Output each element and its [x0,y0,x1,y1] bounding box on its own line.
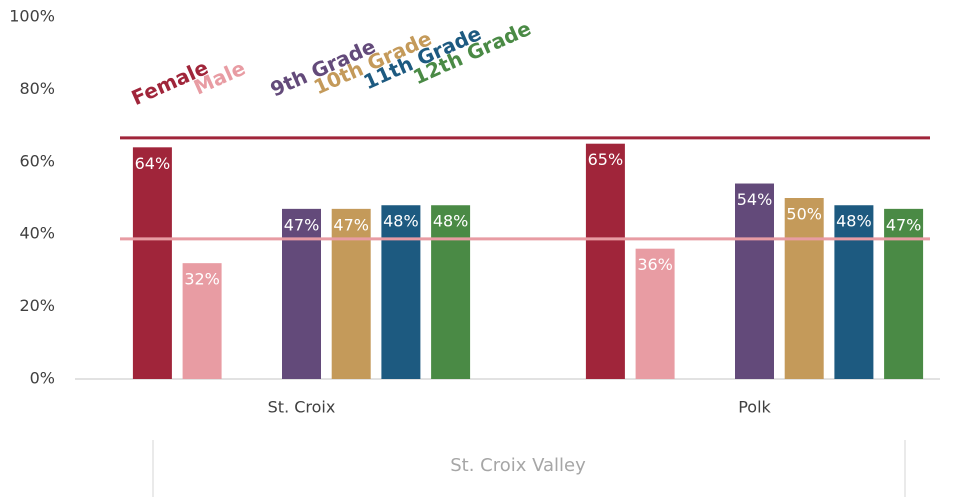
bar [834,205,874,379]
value-label: 32% [184,270,220,289]
value-label: 54% [737,190,773,209]
bar [331,208,371,379]
bar [585,143,625,379]
bar [132,147,172,379]
value-label: 47% [284,215,320,234]
bar [431,205,471,379]
group-bracket [152,440,906,497]
y-tick-label: 20% [19,296,55,315]
bar [381,205,421,379]
value-label: 64% [135,154,171,173]
y-tick-label: 60% [19,151,55,170]
y-tick-label: 80% [19,79,55,98]
x-tick-label: Polk [738,398,771,417]
y-tick-label: 0% [30,369,55,388]
value-label: 47% [886,215,922,234]
bar [884,208,924,379]
bar [282,208,321,379]
value-label: 48% [836,212,872,231]
group-label: St. Croix Valley [450,455,586,476]
y-tick-label: 40% [19,224,55,243]
bar [784,198,824,379]
value-label: 50% [786,205,822,224]
x-tick-label: St. Croix [268,398,336,417]
bar [635,248,675,379]
value-label: 65% [588,150,624,169]
value-label: 36% [637,255,673,274]
value-label: 47% [333,215,369,234]
bar [735,183,774,379]
value-label: 48% [433,212,469,231]
bar [182,263,222,379]
y-tick-label: 100% [9,7,55,26]
value-label: 48% [383,212,419,231]
